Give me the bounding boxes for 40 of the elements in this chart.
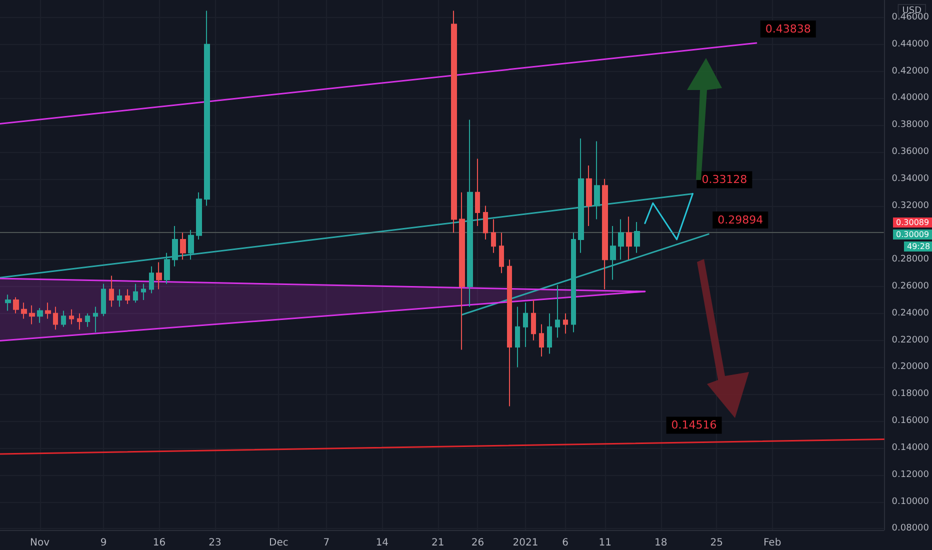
x-tick-label: 14 — [376, 538, 389, 548]
y-tick-label: 0.12000 — [892, 470, 930, 480]
ref-line-label: 0.30009 — [896, 230, 930, 240]
y-tick-label: 0.24000 — [892, 308, 930, 318]
series-label: 0.29894 — [718, 214, 764, 227]
x-tick-label: Dec — [268, 538, 288, 548]
x-tick-label: 9 — [100, 538, 107, 548]
x-tick-label: 21 — [432, 538, 444, 548]
x-tick-label: 7 — [323, 538, 330, 548]
y-tick-label: 0.34000 — [892, 174, 930, 184]
x-tick-label: 16 — [152, 538, 166, 548]
y-tick-label: 0.22000 — [892, 335, 930, 346]
y-tick-label: 0.10000 — [892, 496, 930, 507]
x-tick-label: 25 — [710, 538, 723, 548]
x-tick-label: 6 — [562, 538, 568, 548]
x-tick-label: 26 — [471, 538, 484, 548]
x-tick-label: 2021 — [512, 538, 538, 548]
series-label: 0.43838 — [765, 22, 811, 36]
y-tick-label: 0.18000 — [892, 389, 930, 400]
y-tick-label: 0.28000 — [892, 254, 930, 265]
y-tick-label: 0.32000 — [892, 200, 930, 211]
x-tick-label: 11 — [598, 538, 612, 548]
y-tick-label: 0.44000 — [892, 39, 930, 50]
y-tick-label: 0.08000 — [892, 524, 930, 534]
y-tick-label: 0.38000 — [892, 120, 930, 130]
x-tick-label: Nov — [30, 538, 50, 548]
y-tick-label: 0.40000 — [892, 93, 930, 104]
x-tick-label: 18 — [654, 538, 668, 548]
x-tick-label: 23 — [208, 538, 222, 548]
y-tick-label: 0.14000 — [892, 442, 930, 453]
x-tick-label: Feb — [763, 538, 782, 548]
ref-line-label: 0.30089 — [896, 218, 930, 228]
y-tick-label: 0.20000 — [892, 362, 930, 372]
series-label: 0.14516 — [671, 418, 717, 432]
y-tick-label: 0.26000 — [892, 282, 930, 292]
y-tick-label: 0.16000 — [892, 416, 930, 426]
y-tick-label: 0.36000 — [892, 147, 930, 158]
y-tick-label: 0.42000 — [892, 66, 930, 76]
text: 49:28 — [907, 242, 930, 252]
series-label: 0.33128 — [702, 173, 748, 186]
